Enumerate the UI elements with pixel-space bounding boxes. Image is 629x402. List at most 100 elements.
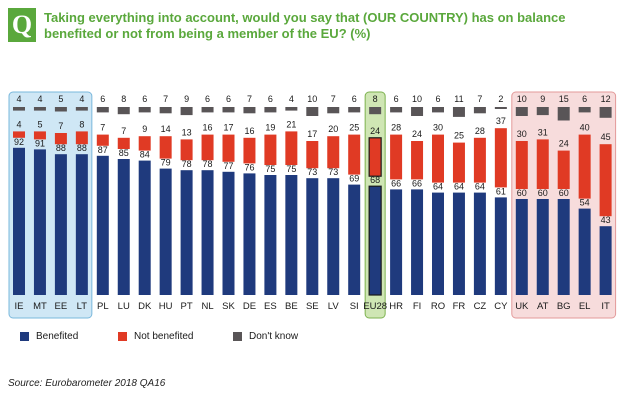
bar-not-benefited-SK <box>222 134 235 162</box>
bar-not-benefited-RO <box>432 134 444 183</box>
label-dont-know-DE: 7 <box>247 94 252 104</box>
bar-not-benefited-MT <box>33 131 46 140</box>
stacked-bar-chart: 4492IE4591MT5788EE4888LT6787PL8785LU6984… <box>8 91 617 319</box>
label-benefited-SI: 69 <box>349 174 359 184</box>
category-label-CZ: CZ <box>474 301 487 312</box>
bar-not-benefited-EE <box>54 133 67 145</box>
bar-not-benefited-LT <box>75 131 88 145</box>
bar-benefited-CY <box>494 197 507 295</box>
category-label-SE: SE <box>306 301 319 312</box>
bar-dont-know-PT <box>180 107 193 116</box>
label-not-benefited-IE: 4 <box>16 119 21 129</box>
label-not-benefited-MT: 5 <box>37 119 42 129</box>
bar-not-benefited-ES <box>264 134 277 165</box>
category-label-PT: PT <box>181 301 193 312</box>
label-not-benefited-FR: 25 <box>454 131 464 141</box>
bar-not-benefited-LU <box>117 137 130 149</box>
label-not-benefited-SE: 17 <box>307 129 317 139</box>
label-benefited-DK: 84 <box>140 150 150 160</box>
label-benefited-LU: 85 <box>119 148 129 158</box>
label-benefited-FI: 66 <box>412 178 422 188</box>
bar-benefited-LU <box>117 159 130 295</box>
label-not-benefited-SI: 25 <box>349 123 359 133</box>
label-benefited-IE: 92 <box>14 137 24 147</box>
label-not-benefited-BG: 24 <box>559 139 569 149</box>
bar-dont-know-SE <box>306 107 319 116</box>
label-dont-know-DK: 6 <box>142 94 147 104</box>
bar-benefited-HU <box>159 168 172 295</box>
legend-label-dont-know: Don't know <box>249 331 299 342</box>
bar-dont-know-MT <box>33 107 46 111</box>
label-dont-know-AT: 9 <box>540 94 545 104</box>
bar-benefited-NL <box>201 170 214 295</box>
bar-benefited-SI <box>348 184 361 295</box>
bar-not-benefited-BG <box>557 150 570 189</box>
bar-benefited-IE <box>13 147 25 295</box>
label-benefited-SK: 77 <box>223 161 233 171</box>
label-dont-know-MT: 4 <box>37 94 42 104</box>
bar-benefited-LT <box>75 154 88 295</box>
label-not-benefited-HR: 28 <box>391 123 401 133</box>
label-dont-know-CY: 2 <box>498 94 503 104</box>
bar-dont-know-IT <box>599 107 612 118</box>
bar-benefited-CZ <box>473 192 486 295</box>
bar-not-benefited-UK <box>515 141 528 189</box>
bar-dont-know-BG <box>557 107 570 121</box>
category-label-MT: MT <box>33 301 47 312</box>
category-label-BG: BG <box>557 301 571 312</box>
label-not-benefited-CY: 37 <box>496 116 506 126</box>
bar-dont-know-DE <box>243 107 256 114</box>
label-benefited-NL: 78 <box>203 159 213 169</box>
label-dont-know-NL: 6 <box>205 94 210 104</box>
category-label-AT: AT <box>537 301 549 312</box>
category-label-UK: UK <box>515 301 529 312</box>
bar-dont-know-FI <box>411 107 424 116</box>
label-benefited-RO: 64 <box>433 182 443 192</box>
bar-benefited-PT <box>180 170 193 295</box>
legend-item-dont-know: Don't know <box>233 331 298 342</box>
category-label-EU28: EU28 <box>363 301 387 312</box>
bar-dont-know-UK <box>515 107 528 116</box>
bar-not-benefited-PT <box>180 139 193 161</box>
bar-not-benefited-LV <box>327 136 340 169</box>
label-dont-know-EE: 5 <box>58 94 63 104</box>
label-benefited-BE: 75 <box>286 164 296 174</box>
bar-benefited-AT <box>536 199 549 295</box>
legend: Benefited Not benefited Don't know <box>20 331 620 347</box>
label-dont-know-PT: 9 <box>184 94 189 104</box>
label-not-benefited-ES: 19 <box>265 123 275 133</box>
label-not-benefited-DE: 16 <box>244 126 254 136</box>
label-dont-know-CZ: 7 <box>477 94 482 104</box>
bar-not-benefited-EU28 <box>368 137 382 177</box>
bar-not-benefited-EL <box>578 134 591 199</box>
question-badge: Q <box>8 8 36 42</box>
bar-not-benefited-IE <box>13 131 25 138</box>
label-benefited-MT: 91 <box>35 138 45 148</box>
label-not-benefited-LV: 20 <box>328 124 338 134</box>
bar-dont-know-PL <box>96 107 109 113</box>
bar-not-benefited-HR <box>390 134 403 180</box>
label-benefited-UK: 60 <box>517 188 527 198</box>
label-not-benefited-EU28: 24 <box>370 126 380 136</box>
label-dont-know-LT: 4 <box>79 94 84 104</box>
legend-label-benefited: Benefited <box>36 331 79 342</box>
bar-not-benefited-FI <box>411 141 424 180</box>
label-not-benefited-RO: 30 <box>433 123 443 133</box>
bar-benefited-MT <box>33 149 46 295</box>
label-not-benefited-CZ: 28 <box>475 126 485 136</box>
label-benefited-PL: 87 <box>98 145 108 155</box>
bar-dont-know-HU <box>159 107 172 114</box>
label-not-benefited-SK: 17 <box>223 123 233 133</box>
legend-label-not-benefited: Not benefited <box>134 331 194 342</box>
label-not-benefited-PT: 13 <box>182 127 192 137</box>
bar-dont-know-AT <box>536 107 549 116</box>
label-benefited-IT: 43 <box>601 215 611 225</box>
category-label-BE: BE <box>285 301 298 312</box>
bar-not-benefited-AT <box>536 139 549 189</box>
label-not-benefited-FI: 24 <box>412 129 422 139</box>
bar-dont-know-EU28 <box>369 107 382 115</box>
bar-dont-know-FR <box>452 107 465 117</box>
category-label-FI: FI <box>413 301 421 312</box>
label-dont-know-SI: 6 <box>352 94 357 104</box>
label-benefited-SE: 73 <box>307 167 317 177</box>
